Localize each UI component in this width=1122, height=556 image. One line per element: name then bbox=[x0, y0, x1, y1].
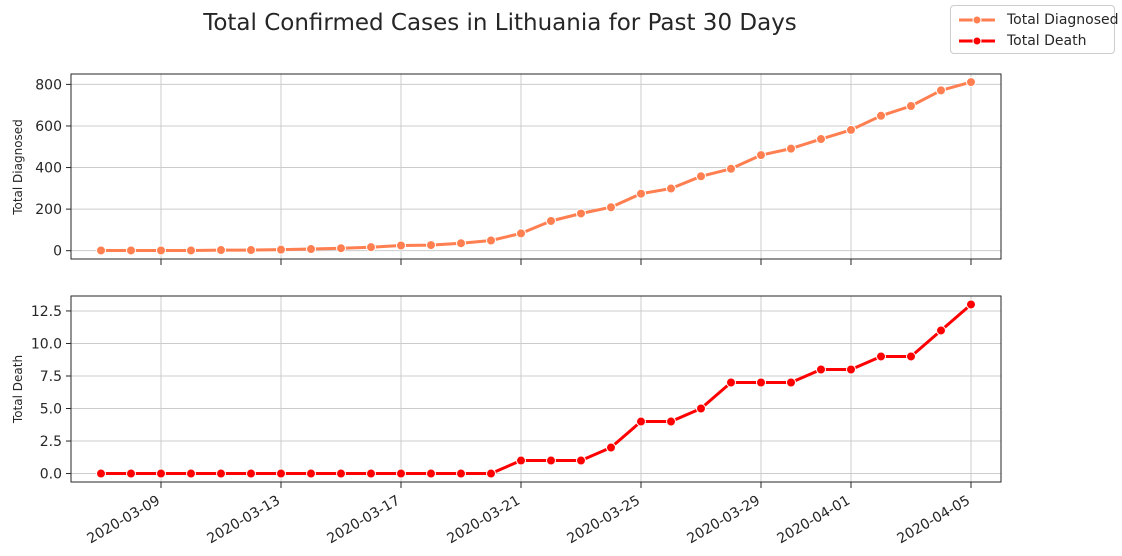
xtick-label-4: 2020-03-25 bbox=[565, 493, 643, 548]
death-point-21 bbox=[726, 377, 736, 388]
diagnosed-point-3 bbox=[186, 245, 196, 256]
diagnosed-point-16 bbox=[576, 208, 586, 219]
death-ytick-label-2: 5.0 bbox=[40, 402, 62, 418]
diagnosed-point-7 bbox=[306, 244, 316, 255]
xtick-label-5: 2020-03-29 bbox=[685, 493, 763, 548]
death-ytick-label-5: 12.5 bbox=[31, 304, 62, 320]
chart-title: Total Confirmed Cases in Lithuania for P… bbox=[203, 10, 797, 36]
diagnosed-point-8 bbox=[336, 243, 346, 254]
diagnosed-ytick-label-2: 400 bbox=[35, 161, 62, 177]
death-point-8 bbox=[336, 468, 346, 479]
death-point-24 bbox=[816, 364, 826, 375]
death-point-20 bbox=[696, 403, 706, 414]
xtick-label-6: 2020-04-01 bbox=[775, 493, 853, 548]
xtick-label-3: 2020-03-21 bbox=[445, 493, 523, 548]
diagnosed-point-28 bbox=[936, 85, 946, 96]
death-point-15 bbox=[546, 455, 556, 466]
death-point-9 bbox=[366, 468, 376, 479]
diagnosed-ytick-label-3: 600 bbox=[35, 119, 62, 135]
diagnosed-point-17 bbox=[606, 202, 616, 213]
diagnosed-point-2 bbox=[156, 245, 166, 256]
diagnosed-point-26 bbox=[876, 110, 886, 121]
death-series-line bbox=[99, 303, 973, 475]
death-point-23 bbox=[786, 377, 796, 388]
death-point-25 bbox=[846, 364, 856, 375]
diagnosed-point-18 bbox=[636, 188, 646, 199]
diagnosed-point-23 bbox=[786, 143, 796, 154]
death-point-14 bbox=[516, 455, 526, 466]
death-point-3 bbox=[186, 468, 196, 479]
death-point-10 bbox=[396, 468, 406, 479]
diagnosed-axes-frame bbox=[70, 73, 1002, 260]
legend: Total Diagnosed Total Death bbox=[950, 5, 1119, 54]
death-point-5 bbox=[246, 468, 256, 479]
legend-label-death: Total Death bbox=[1007, 33, 1087, 49]
death-point-19 bbox=[666, 416, 676, 427]
diagnosed-point-0 bbox=[96, 245, 106, 256]
diagnosed-point-27 bbox=[906, 101, 916, 112]
death-axes-frame bbox=[70, 295, 1002, 483]
xtick-label-2: 2020-03-17 bbox=[325, 493, 403, 548]
death-point-13 bbox=[486, 468, 496, 479]
death-ytick-label-0: 0.0 bbox=[40, 467, 62, 483]
death-point-2 bbox=[156, 468, 166, 479]
diagnosed-point-10 bbox=[396, 240, 406, 251]
death-point-22 bbox=[756, 377, 766, 388]
death-point-18 bbox=[636, 416, 646, 427]
diagnosed-ytick-label-0: 0 bbox=[53, 244, 62, 260]
death-ytick-label-3: 7.5 bbox=[40, 369, 62, 385]
death-point-27 bbox=[906, 351, 916, 362]
diagnosed-point-11 bbox=[426, 240, 436, 251]
death-point-17 bbox=[606, 442, 616, 453]
death-point-29 bbox=[966, 299, 976, 310]
death-point-28 bbox=[936, 325, 946, 336]
diagnosed-point-9 bbox=[366, 242, 376, 253]
diagnosed-point-4 bbox=[216, 245, 226, 256]
death-point-7 bbox=[306, 468, 316, 479]
death-point-12 bbox=[456, 468, 466, 479]
diagnosed-point-20 bbox=[696, 171, 706, 182]
death-point-4 bbox=[216, 468, 226, 479]
diagnosed-ytick-label-1: 200 bbox=[35, 202, 62, 218]
legend-label-diagnosed: Total Diagnosed bbox=[1007, 12, 1119, 28]
death-ytick-label-1: 2.5 bbox=[40, 434, 62, 450]
legend-swatch-death bbox=[959, 36, 995, 46]
death-point-26 bbox=[876, 351, 886, 362]
diagnosed-point-6 bbox=[276, 244, 286, 255]
diagnosed-point-19 bbox=[666, 183, 676, 194]
diagnosed-point-22 bbox=[756, 150, 766, 161]
death-ytick-label-4: 10.0 bbox=[31, 336, 62, 352]
diagnosed-point-13 bbox=[486, 235, 496, 246]
death-point-11 bbox=[426, 468, 436, 479]
diagnosed-point-29 bbox=[966, 77, 976, 88]
xtick-label-7: 2020-04-05 bbox=[895, 493, 973, 548]
diagnosed-point-14 bbox=[516, 228, 526, 239]
diagnosed-point-21 bbox=[726, 163, 736, 174]
death-point-6 bbox=[276, 468, 286, 479]
xtick-label-0: 2020-03-09 bbox=[85, 493, 163, 548]
diagnosed-series-line bbox=[99, 80, 973, 252]
xtick-label-1: 2020-03-13 bbox=[205, 493, 283, 548]
diagnosed-point-5 bbox=[246, 245, 256, 256]
diagnosed-point-15 bbox=[546, 215, 556, 226]
death-point-0 bbox=[96, 468, 106, 479]
diagnosed-point-12 bbox=[456, 238, 466, 249]
diagnosed-ytick-label-4: 800 bbox=[35, 77, 62, 93]
diagnosed-point-24 bbox=[816, 134, 826, 145]
diagnosed-point-1 bbox=[126, 245, 136, 256]
legend-swatch-diagnosed bbox=[959, 15, 995, 25]
death-point-1 bbox=[126, 468, 136, 479]
death-point-16 bbox=[576, 455, 586, 466]
diagnosed-point-25 bbox=[846, 124, 856, 135]
